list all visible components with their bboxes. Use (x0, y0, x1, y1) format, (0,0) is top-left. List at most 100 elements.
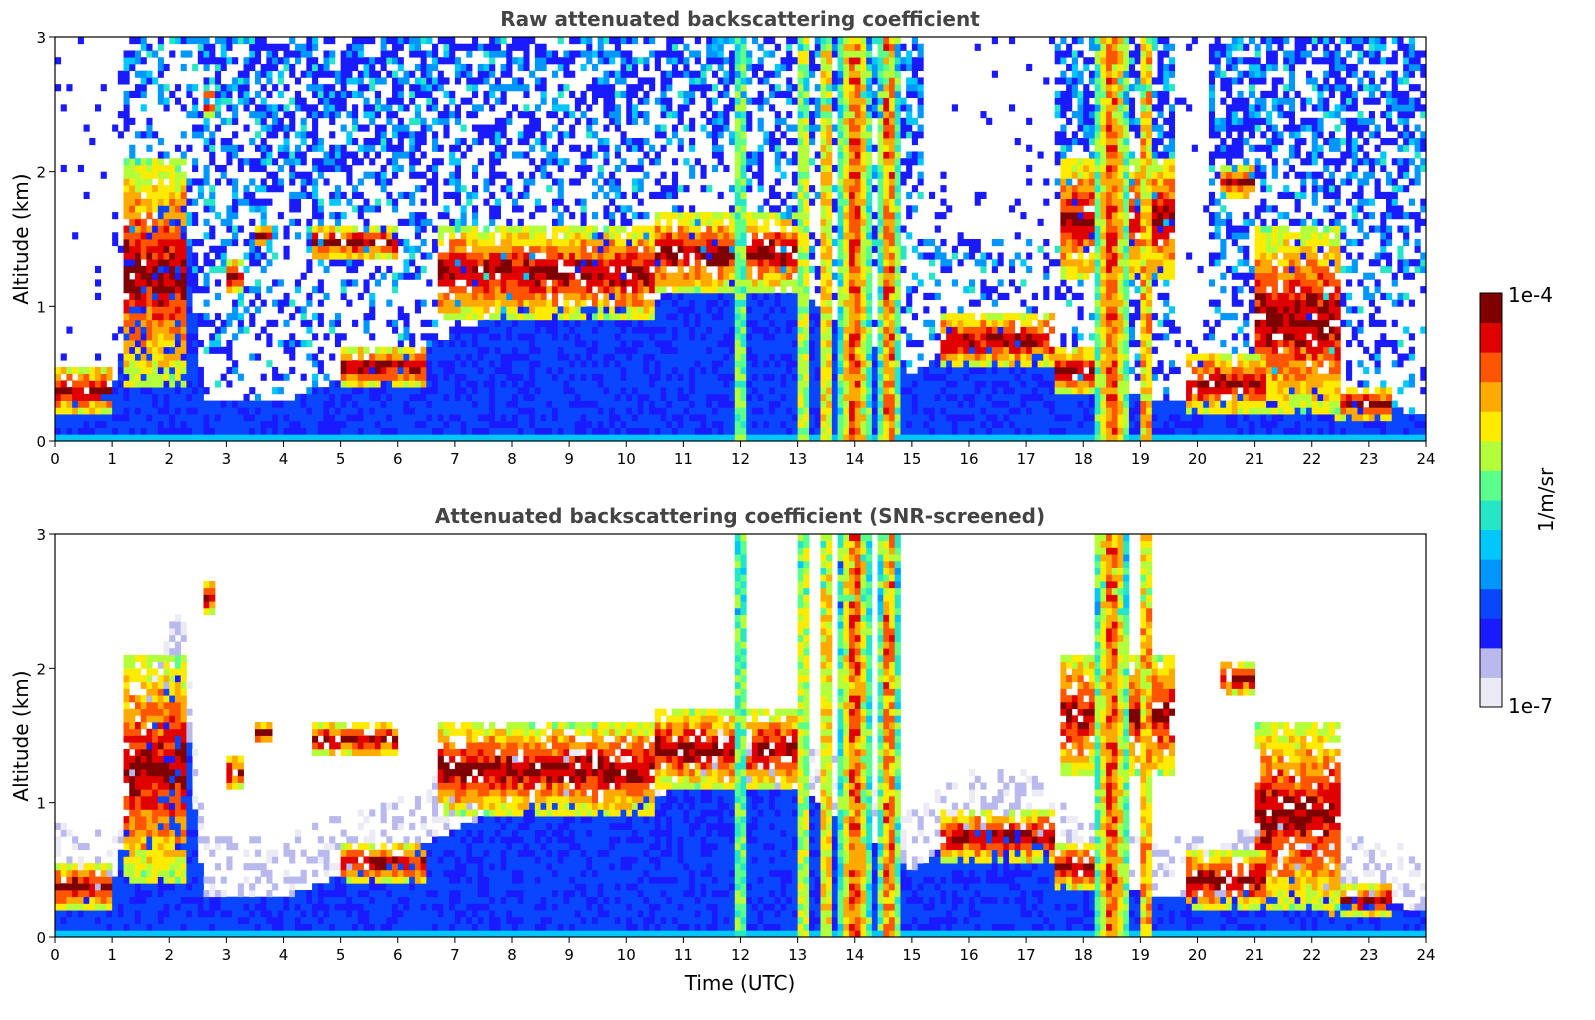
top-heatmap-cell (631, 117, 639, 125)
top-heatmap-cell (563, 326, 570, 334)
top-heatmap-cell (83, 191, 90, 199)
top-heatmap-cell (540, 407, 547, 415)
top-heatmap-cell (563, 279, 570, 287)
top-heatmap-cell (134, 292, 142, 300)
top-heatmap-cell (591, 97, 599, 105)
top-heatmap-cell (626, 37, 633, 45)
top-heatmap-cell (346, 138, 353, 146)
top-heatmap-cell (512, 259, 519, 267)
top-heatmap-cell (500, 313, 507, 321)
top-heatmap-cell (192, 353, 199, 361)
top-heatmap-cell (734, 313, 741, 321)
top-heatmap-cell (631, 191, 639, 199)
top-heatmap-cell (134, 70, 142, 78)
top-heatmap-cell (472, 272, 479, 280)
top-heatmap-cell (157, 373, 164, 381)
top-heatmap-cell (392, 427, 399, 435)
top-heatmap-cell (489, 333, 496, 341)
top-heatmap-cell (432, 400, 439, 408)
top-heatmap-cell (77, 420, 84, 428)
top-heatmap-cell (220, 63, 227, 72)
top-heatmap-cell (363, 313, 370, 321)
top-heatmap-cell (671, 272, 679, 280)
top-heatmap-cell (540, 427, 547, 435)
top-heatmap-cell (689, 225, 696, 233)
top-heatmap-cell (694, 245, 701, 253)
top-heatmap-cell (620, 191, 627, 199)
top-heatmap-cell (386, 407, 393, 415)
top-heatmap-cell (140, 366, 147, 375)
top-heatmap-cell (134, 414, 142, 422)
top-heatmap-cell (186, 50, 193, 58)
top-heatmap-cell (397, 191, 404, 199)
top-heatmap-cell (254, 205, 262, 213)
top-heatmap-cell (432, 84, 439, 92)
top-heatmap-cell (283, 124, 290, 132)
top-heatmap-cell (540, 50, 547, 58)
top-heatmap-cell (666, 111, 673, 119)
top-heatmap-cell (729, 420, 736, 428)
top-heatmap-cell (500, 387, 507, 395)
top-heatmap-cell (666, 252, 673, 260)
top-heatmap-cell (494, 286, 501, 294)
top-heatmap-cell (603, 191, 610, 199)
top-heatmap-cell (437, 225, 444, 233)
top-heatmap-cell (774, 138, 781, 146)
top-heatmap-cell (517, 387, 524, 395)
top-heatmap-cell (312, 77, 319, 85)
top-heatmap-cell (380, 434, 387, 442)
top-heatmap-cell (666, 299, 673, 307)
top-heatmap-cell (83, 420, 90, 428)
top-heatmap-cell (157, 212, 164, 220)
top-heatmap-cell (580, 414, 587, 422)
top-heatmap-cell (323, 373, 330, 381)
top-heatmap-cell (546, 427, 553, 435)
top-heatmap-cell (146, 360, 153, 368)
top-heatmap-cell (563, 393, 570, 401)
top-heatmap-cell (454, 286, 461, 294)
top-heatmap-cell (591, 265, 599, 274)
top-heatmap-cell (729, 319, 736, 327)
top-heatmap-cell (329, 319, 336, 327)
top-heatmap-cell (123, 407, 130, 415)
top-heatmap-cell (603, 286, 610, 294)
top-heatmap-cell (631, 104, 639, 112)
top-heatmap-cell (329, 50, 336, 58)
top-heatmap-cell (357, 77, 364, 85)
top-heatmap-cell (574, 97, 581, 105)
top-heatmap-cell (83, 373, 90, 381)
top-heatmap-cell (534, 319, 541, 327)
top-heatmap-cell (163, 218, 170, 226)
top-heatmap-cell (363, 252, 370, 260)
top-heatmap-cell (683, 63, 690, 72)
top-heatmap-cell (306, 434, 313, 442)
top-heatmap-cell (671, 373, 679, 381)
top-heatmap-cell (117, 70, 124, 78)
top-heatmap-cell (123, 387, 130, 395)
top-heatmap-cell (426, 346, 433, 354)
top-heatmap-cell (312, 420, 319, 428)
top-heatmap-cell (643, 346, 650, 354)
top-heatmap-cell (243, 124, 250, 132)
top-heatmap-cell (472, 171, 479, 179)
top-heatmap-cell (569, 326, 576, 334)
top-heatmap-cell (209, 43, 216, 51)
top-heatmap-cell (569, 313, 576, 321)
top-heatmap-cell (163, 427, 170, 435)
top-heatmap-cell (300, 373, 307, 381)
top-heatmap-cell (626, 366, 633, 375)
top-heatmap-cell (769, 232, 776, 240)
top-heatmap-cell (112, 333, 119, 341)
top-heatmap-cell (643, 407, 650, 415)
top-heatmap-cell (660, 84, 667, 92)
top-heatmap-cell (654, 360, 661, 368)
top-heatmap-cell (677, 104, 684, 112)
top-heatmap-cell (683, 340, 690, 348)
top-heatmap-cell (746, 319, 753, 327)
top-heatmap-cell (272, 104, 279, 112)
top-heatmap-cell (546, 131, 553, 139)
top-heatmap-cell (654, 400, 661, 408)
top-heatmap-cell (249, 319, 256, 327)
top-heatmap-cell (134, 387, 142, 395)
top-heatmap-cell (574, 353, 581, 361)
